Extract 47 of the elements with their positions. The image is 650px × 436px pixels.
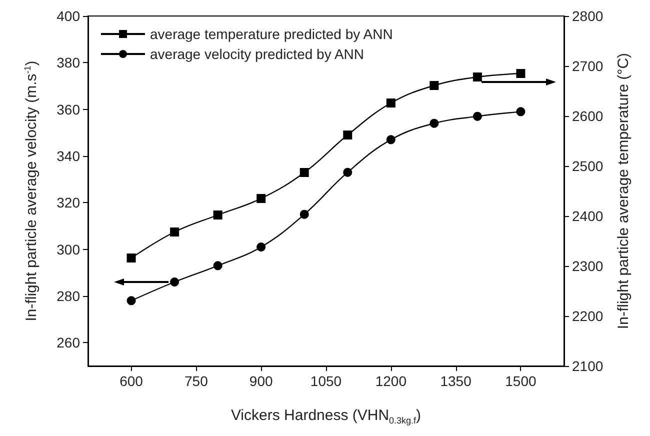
y-tick-label: 400 — [56, 8, 80, 24]
point — [430, 118, 439, 128]
y2-tick-label: 2100 — [572, 358, 604, 374]
point — [516, 69, 526, 78]
point — [386, 135, 396, 144]
point — [213, 210, 222, 220]
point — [256, 242, 266, 252]
x-tick-label: 1350 — [440, 373, 472, 389]
x-tick-label: 900 — [249, 373, 273, 389]
x-tick-label: 1200 — [375, 373, 407, 389]
y2-tick-label: 2200 — [572, 308, 604, 324]
y-tick-label: 340 — [56, 148, 80, 164]
y2-tick-label: 2700 — [572, 58, 604, 74]
point — [256, 194, 266, 203]
x-tick-label: 600 — [120, 373, 144, 389]
y-tick-label: 380 — [56, 54, 80, 71]
y2-tick-label: 2300 — [572, 258, 604, 274]
legend-label: average temperature predicted by ANN — [150, 26, 393, 42]
point — [472, 112, 482, 121]
y-axis-title: In-flight particle average velocity (m.s-1) — [22, 60, 40, 322]
point — [213, 261, 222, 270]
x-tick-label: 750 — [184, 373, 208, 389]
x-tick-label: 1050 — [310, 373, 342, 389]
y2-tick-label: 2500 — [572, 158, 604, 174]
point — [300, 168, 309, 177]
y-tick-label: 360 — [56, 101, 80, 118]
y2-tick-label: 2600 — [572, 108, 604, 124]
y-tick-label: 320 — [56, 194, 80, 211]
point — [343, 130, 352, 140]
point — [430, 81, 439, 90]
legend-label: average velocity predicted by ANN — [150, 46, 364, 62]
x-tick-label: 1500 — [505, 373, 537, 389]
point — [126, 254, 136, 262]
point — [343, 168, 352, 177]
y2-tick-label: 2400 — [572, 208, 604, 224]
point — [472, 72, 482, 82]
y2-axis-title: In-flight particle average temperature (°C) — [615, 52, 632, 330]
point — [300, 210, 309, 219]
y2-tick-label: 2800 — [572, 8, 604, 24]
y-tick-label: 300 — [56, 241, 80, 258]
y-tick-label: 260 — [56, 334, 80, 351]
point — [516, 107, 526, 116]
point — [126, 296, 136, 306]
y-tick-label: 280 — [56, 288, 80, 304]
point — [386, 98, 396, 108]
point — [170, 228, 180, 236]
point — [170, 278, 180, 286]
